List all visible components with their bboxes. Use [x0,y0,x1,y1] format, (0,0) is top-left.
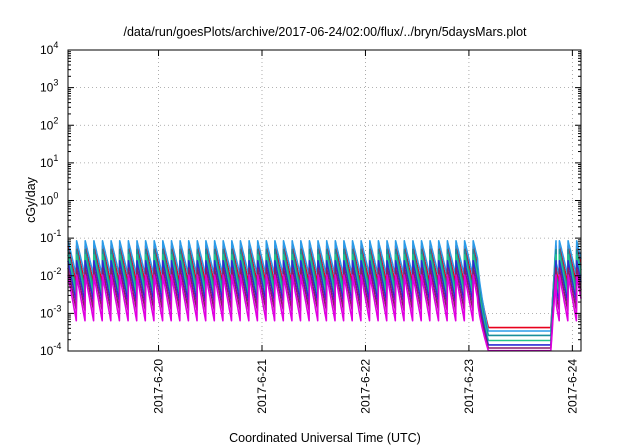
series-layer [67,240,582,352]
y-tick-label: 10-4 [40,341,61,358]
y-tick-label: 101 [40,153,58,170]
x-tick-label: 2017-6-22 [358,359,372,414]
y-tick-label: 102 [40,115,58,132]
y-tick-labels: 10-4 10-3 10-2 10-1 100 101 102 103 104 [40,40,61,358]
y-tick-label: 10-2 [40,266,61,283]
y-tick-label: 100 [40,191,58,208]
x-tick-label: 2017-6-21 [255,359,269,414]
y-tick-label: 10-1 [40,228,61,245]
x-tick-label: 2017-6-20 [152,359,166,414]
x-axis-label: Coordinated Universal Time (UTC) [229,431,421,445]
ticks [68,49,581,352]
y-tick-label: 10-3 [40,303,61,320]
y-tick-label: 103 [40,78,58,95]
x-tick-label: 2017-6-23 [462,359,476,414]
y-axis-label: cGy/day [24,176,38,223]
chart-title: /data/run/goesPlots/archive/2017-06-24/0… [123,25,527,39]
y-tick-label: 104 [40,40,58,57]
x-tick-labels: 2017-6-20 2017-6-21 2017-6-22 2017-6-23 2017… [152,359,580,414]
x-tick-label: 2017-6-24 [565,359,579,414]
